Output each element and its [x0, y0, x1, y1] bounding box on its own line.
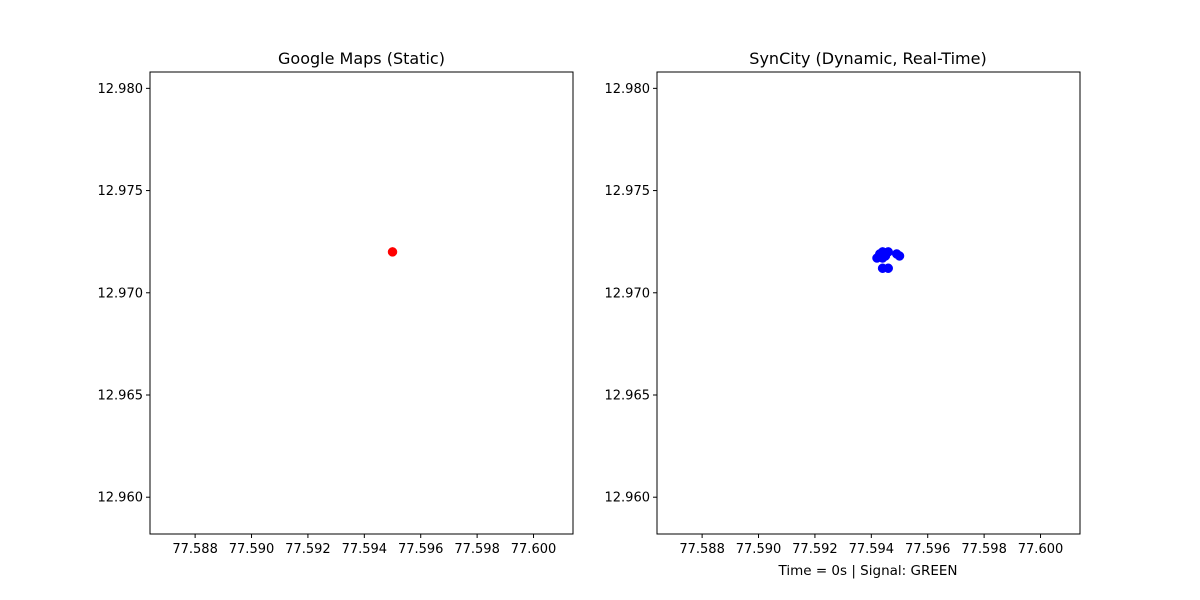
- right-y-tick-label: 12.965: [605, 388, 651, 403]
- right-y-tick-label: 12.980: [605, 82, 651, 97]
- right-y-tick-label: 12.970: [605, 286, 651, 301]
- right-chart-panel: SynCity (Dynamic, Real-Time) 77.588 77.59…: [605, 49, 1081, 579]
- right-y-tick-label: 12.975: [605, 184, 651, 199]
- left-chart-panel: Google Maps (Static) 77.588 77.590 77.592 7…: [98, 49, 574, 557]
- right-x-axis: 77.588 77.590 77.592 77.594 77.596 77.598 77.6…: [679, 534, 1063, 557]
- right-plot-area: [656, 71, 1081, 535]
- right-x-tick-label: 77.594: [849, 542, 895, 557]
- right-scatter-point: [877, 253, 888, 263]
- left-chart-title: Google Maps (Static): [278, 49, 445, 68]
- left-x-tick-label: 77.588: [172, 542, 218, 557]
- left-point-layer: [387, 247, 398, 257]
- left-x-tick-label: 77.590: [229, 542, 275, 557]
- left-y-tick-label: 12.970: [98, 286, 144, 301]
- left-plot-area: [149, 71, 574, 535]
- right-chart-title: SynCity (Dynamic, Real-Time): [749, 49, 986, 68]
- left-y-axis: 12.960 12.965 12.970 12.975 12.980: [98, 82, 150, 506]
- right-x-tick-label: 77.598: [961, 542, 1007, 557]
- left-x-tick-label: 77.598: [454, 542, 500, 557]
- right-x-tick-label: 77.592: [792, 542, 838, 557]
- right-x-axis-label: Time = 0s | Signal: GREEN: [778, 563, 958, 579]
- right-scatter-point: [883, 263, 893, 273]
- right-x-tick-label: 77.600: [1018, 542, 1064, 557]
- right-x-tick-label: 77.596: [905, 542, 951, 557]
- left-x-tick-label: 77.596: [398, 542, 444, 557]
- left-x-axis: 77.588 77.590 77.592 77.594 77.596 77.598 77.6…: [172, 534, 556, 557]
- left-scatter-point: [387, 247, 398, 257]
- left-y-tick-label: 12.960: [98, 491, 144, 506]
- left-y-tick-label: 12.975: [98, 184, 144, 199]
- right-y-axis: 12.960 12.965 12.970 12.975 12.980: [605, 82, 657, 506]
- right-point-layer: [872, 247, 905, 273]
- right-y-tick-label: 12.960: [605, 491, 651, 506]
- left-y-tick-label: 12.965: [98, 388, 144, 403]
- right-x-tick-label: 77.588: [679, 542, 725, 557]
- left-x-tick-label: 77.594: [342, 542, 388, 557]
- right-x-tick-label: 77.590: [736, 542, 782, 557]
- left-x-tick-label: 77.600: [511, 542, 557, 557]
- left-x-tick-label: 77.592: [285, 542, 331, 557]
- right-scatter-point: [894, 251, 905, 261]
- left-y-tick-label: 12.980: [98, 82, 144, 97]
